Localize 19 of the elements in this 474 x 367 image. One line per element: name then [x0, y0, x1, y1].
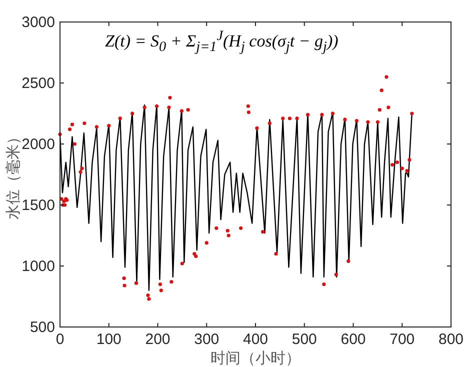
- text: Z(t) = S$_{0}$ + Σ$_{j=1}$$^{J}$(H$_{j}$ cos(σ$_{j}$t − g$_{j}$)): [105, 28, 338, 56]
- x-tick-label: 300: [194, 331, 220, 348]
- x-axis-title: 时间（小时）: [210, 350, 300, 367]
- x-tick-label: 500: [292, 331, 317, 348]
- y-axis-title: 水位（毫米）: [5, 130, 22, 220]
- y-tick-label: 3000: [22, 14, 55, 31]
- x-tick-label: 600: [340, 331, 366, 348]
- x-tick-label: 0: [56, 331, 64, 348]
- x-tick-label: 700: [390, 331, 415, 348]
- y-tick-label: 2000: [22, 136, 55, 153]
- y-tick-label: 1000: [22, 258, 55, 275]
- y-tick-label: 1500: [22, 197, 55, 214]
- x-tick-label: 200: [145, 331, 170, 348]
- x-tick-label: 100: [96, 331, 122, 348]
- y-tick-label: 500: [30, 319, 55, 336]
- y-tick-label: 2500: [22, 75, 55, 92]
- x-tick-label: 400: [242, 331, 268, 348]
- x-tick-label: 800: [438, 331, 464, 348]
- line-series: [59, 104, 412, 291]
